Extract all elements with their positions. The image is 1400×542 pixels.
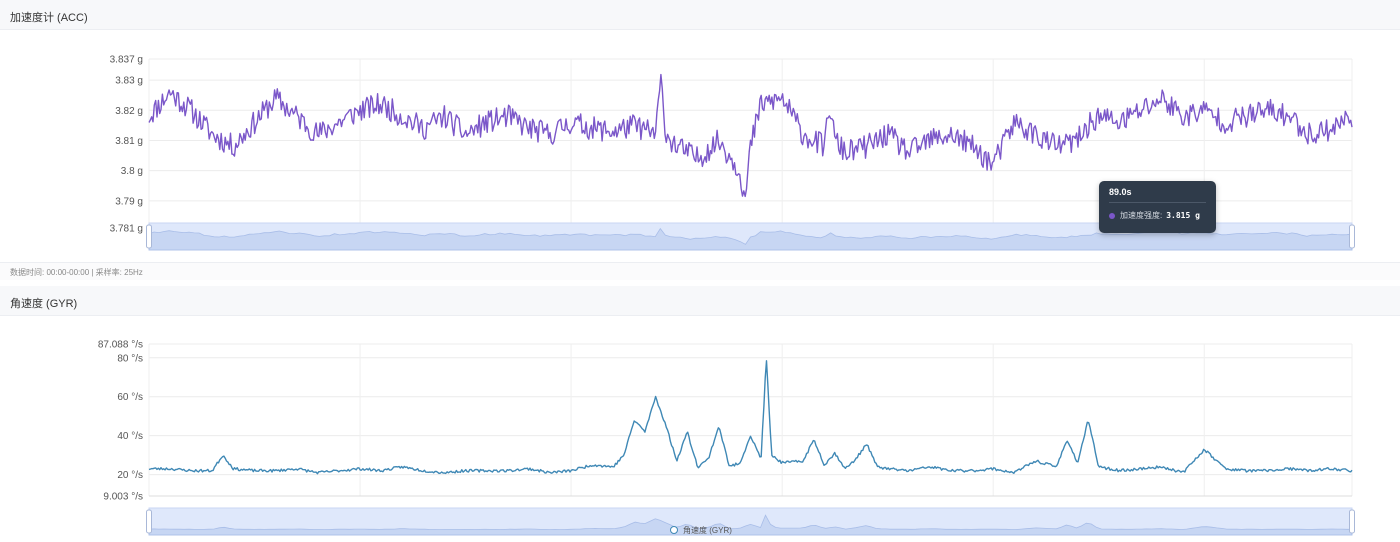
y-tick-label: 40 °/s	[117, 431, 143, 442]
y-tick-label: 3.837 g	[110, 55, 143, 66]
y-tick-label: 3.82 g	[115, 106, 143, 117]
acc-footer-text: 数据时间: 00:00-00:00 | 采样率: 25Hz	[10, 268, 143, 277]
tooltip-title: 89.0s	[1109, 187, 1206, 203]
y-tick-label: 60 °/s	[117, 392, 143, 403]
gyr-panel-title: 角速度 (GYR)	[10, 298, 78, 310]
zoom-handle-right[interactable]	[1349, 224, 1355, 249]
y-tick-label: 3.8 g	[121, 166, 143, 177]
gyr-chart[interactable]: 9.003 °/s 20 °/s 40 °/s 60 °/s 80 °/s 87.088 …	[0, 316, 1400, 542]
y-tick-label: 80 °/s	[117, 353, 143, 364]
legend-label: 角速度 (GYR)	[683, 525, 732, 535]
data-points	[148, 357, 1353, 474]
y-tick-label: 9.003 °/s	[103, 492, 143, 503]
tooltip-series-name: 加速度强度:	[1120, 211, 1163, 220]
zoom-handle-left[interactable]	[146, 509, 152, 534]
acc-panel-header: 加速度计 (ACC)	[0, 0, 1400, 30]
zoom-handle-right[interactable]	[1349, 509, 1355, 534]
gyr-panel-header: 角速度 (GYR)	[0, 286, 1400, 316]
y-tick-label: 20 °/s	[117, 470, 143, 481]
gyr-legend[interactable]: 角速度 (GYR)	[670, 524, 732, 536]
acc-chart[interactable]: 3.781 g 3.79 g 3.8 g 3.81 g 3.82 g 3.83 g 3.83…	[0, 30, 1400, 262]
acc-panel-title: 加速度计 (ACC)	[10, 12, 88, 24]
grid	[148, 58, 1353, 229]
chart-tooltip: 89.0s 加速度强度: 3.815 g	[1099, 181, 1216, 233]
y-tick-label: 3.781 g	[110, 224, 143, 235]
series-line[interactable]	[148, 360, 1353, 475]
tooltip-series-dot	[1109, 212, 1115, 219]
acc-panel-footer: 数据时间: 00:00-00:00 | 采样率: 25Hz	[0, 262, 1400, 280]
zoom-handle-left[interactable]	[146, 224, 152, 249]
tooltip-value: 3.815 g	[1166, 211, 1200, 220]
series-line[interactable]	[148, 73, 1353, 198]
y-tick-label: 3.79 g	[115, 196, 143, 207]
legend-circle-icon	[670, 526, 678, 534]
zoom-preview	[148, 514, 1353, 536]
grid	[148, 343, 1353, 497]
zoom-slider	[146, 507, 1355, 536]
tooltip-row: 加速度强度: 3.815 g	[1109, 210, 1206, 221]
y-tick-label: 87.088 °/s	[98, 340, 143, 351]
y-tick-label: 3.83 g	[115, 76, 143, 87]
y-tick-label: 3.81 g	[115, 136, 143, 147]
